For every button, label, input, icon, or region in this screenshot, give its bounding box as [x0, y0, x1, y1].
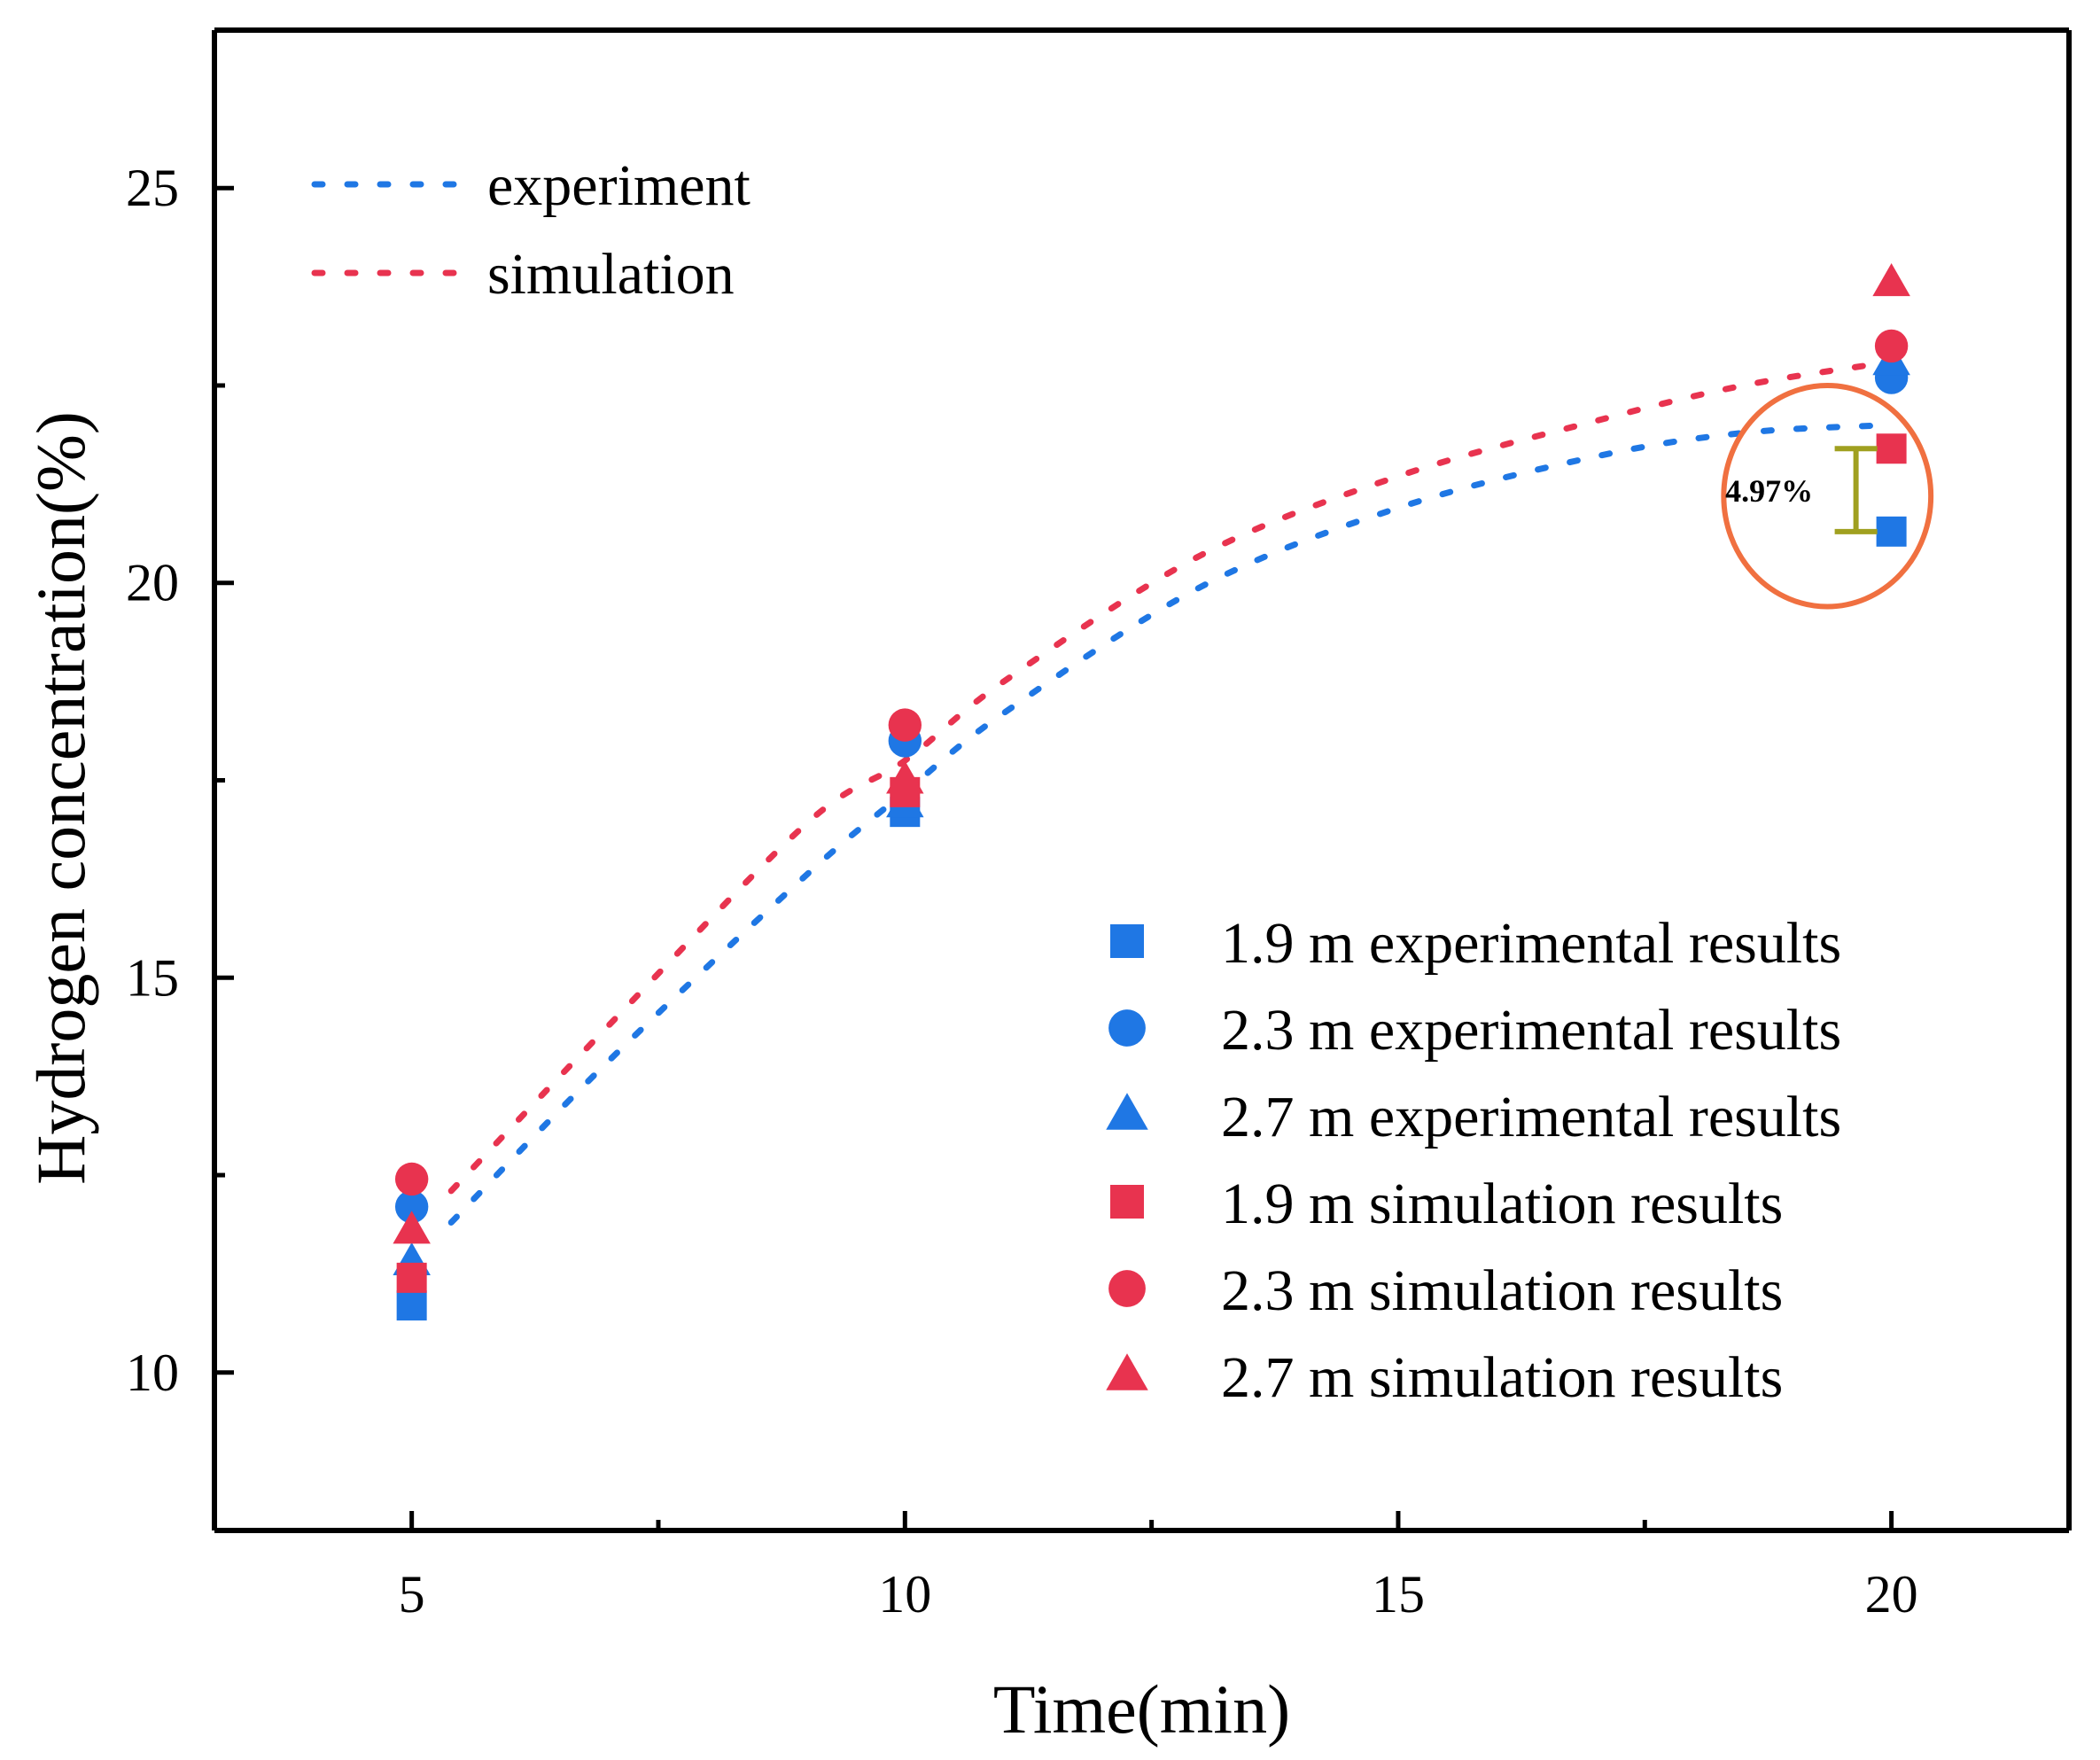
data-point [888, 708, 922, 742]
y-tick-label: 10 [126, 1343, 179, 1402]
x-tick-label: 5 [399, 1565, 425, 1624]
highlight-ellipse [1721, 382, 1934, 610]
x-tick-label: 15 [1372, 1565, 1425, 1624]
y-tick-label: 20 [126, 554, 179, 612]
legend-marker-label: 1.9 m experimental results [1221, 911, 1841, 976]
y-tick-label: 25 [126, 159, 179, 217]
data-point [396, 1290, 427, 1321]
data-point [1876, 433, 1907, 464]
x-tick-label: 20 [1865, 1565, 1918, 1624]
data-point [394, 1162, 429, 1196]
legend-marker-label: 1.9 m simulation results [1221, 1172, 1783, 1236]
legend-line-label: experiment [487, 153, 751, 218]
axes: 5 10 15 20 10 15 20 25 Time(min) Hydrogen concent… [22, 27, 2072, 1748]
legend-marker [1110, 1185, 1144, 1219]
legend-marker [1110, 924, 1144, 958]
data-point [394, 1189, 429, 1224]
data-point [1872, 263, 1910, 297]
legend-marker-label: 2.3 m experimental results [1221, 998, 1841, 1063]
data-point [1874, 329, 1909, 363]
data-point [393, 1211, 431, 1244]
legend-marker-label: 2.7 m experimental results [1221, 1085, 1841, 1149]
experiment-fit-line [447, 422, 1895, 1226]
legend-markers: 1.9 m experimental results 2.3 m experime… [1221, 911, 1841, 1410]
legend-lines: experiment simulation [311, 153, 751, 307]
simulation-fit-line [447, 358, 1895, 1195]
y-axis-title: Hydrogen concentration(%) [22, 411, 99, 1185]
difference-label: 4.97% [1725, 473, 1813, 509]
legend-marker-label: 2.3 m simulation results [1221, 1258, 1783, 1323]
x-tick-label: 10 [878, 1565, 931, 1624]
legend-marker [1108, 1270, 1146, 1307]
y-tick-label: 15 [126, 948, 179, 1007]
legend-marker [1106, 1353, 1148, 1390]
legend-marker [1108, 1009, 1146, 1047]
legend-line-label: simulation [487, 242, 735, 307]
legend-marker [1106, 1093, 1148, 1130]
data-point [1876, 516, 1907, 547]
x-axis-title: Time(min) [993, 1670, 1290, 1748]
data-point [396, 1262, 427, 1293]
legend-marker-label: 2.7 m simulation results [1221, 1345, 1783, 1410]
data-point [886, 760, 924, 794]
